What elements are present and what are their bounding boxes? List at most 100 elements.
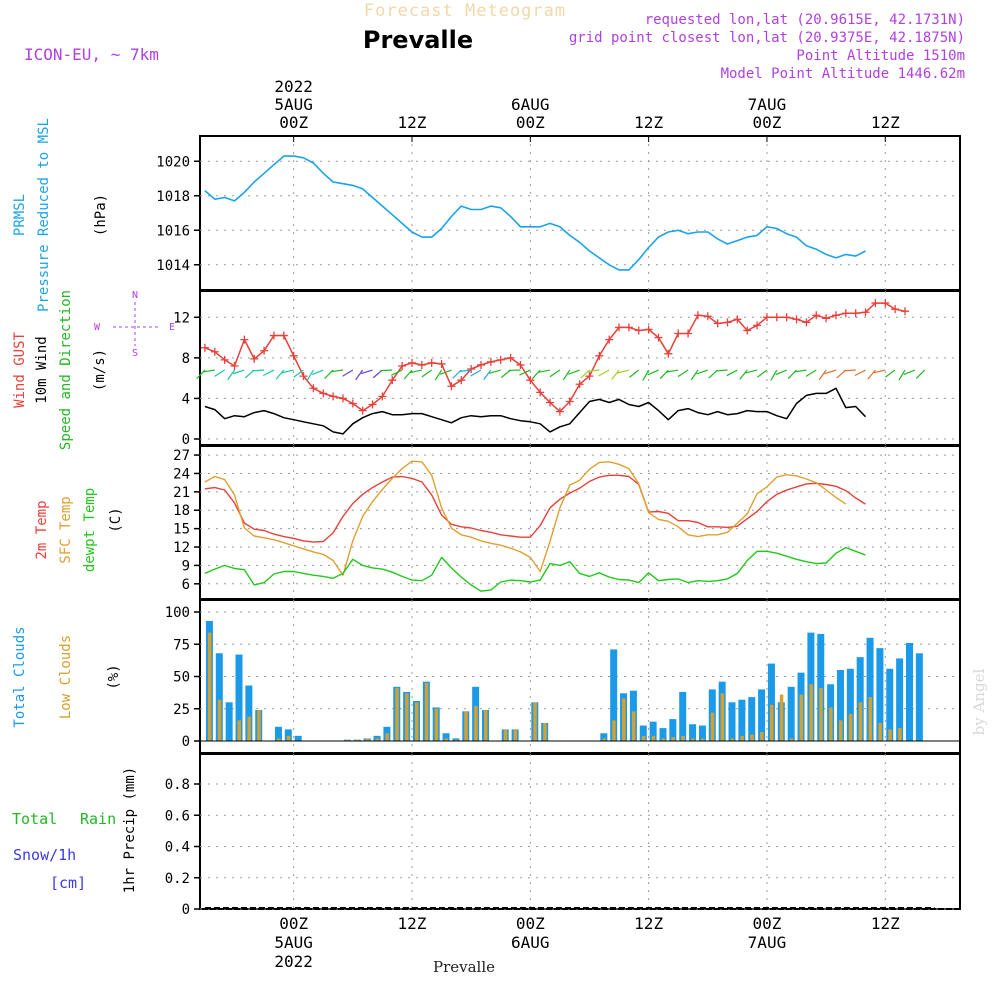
gust-marker bbox=[526, 376, 535, 385]
ytick-label: 1016 bbox=[156, 223, 190, 239]
ytick-label: 21 bbox=[173, 485, 190, 501]
low-cloud-bar bbox=[543, 722, 547, 741]
total-cloud-bar bbox=[817, 633, 825, 741]
gust-marker bbox=[871, 299, 880, 308]
direction-arrow bbox=[677, 369, 689, 378]
total-cloud-bar bbox=[294, 735, 302, 741]
total-cloud-bar bbox=[225, 702, 233, 741]
sfc-temp-label: SFC Temp bbox=[58, 496, 74, 563]
gust-marker bbox=[398, 361, 407, 370]
low-cloud-bar bbox=[671, 737, 675, 741]
watermark: by Angel bbox=[970, 668, 988, 735]
direction-arrow bbox=[715, 369, 728, 372]
cloud-labels: Total Clouds Low Clouds (%) bbox=[12, 626, 122, 727]
ytick-label: 1020 bbox=[156, 154, 190, 170]
direction-arrow bbox=[805, 369, 817, 377]
gust-marker bbox=[477, 360, 486, 369]
ytick-label: 27 bbox=[173, 448, 190, 464]
time-label-bottom: 12Z bbox=[871, 914, 900, 933]
total-cloud-bar bbox=[679, 691, 687, 741]
total-cloud-bar bbox=[846, 668, 854, 741]
time-label-bottom: 12Z bbox=[634, 914, 663, 933]
panel-frame-0 bbox=[199, 135, 961, 291]
low-cloud-bar bbox=[878, 722, 882, 741]
compass-icon: N W E S bbox=[94, 290, 175, 359]
direction-arrow bbox=[770, 369, 778, 381]
gust-marker bbox=[861, 308, 870, 317]
svg-text:W: W bbox=[94, 322, 101, 333]
low-cloud-bar bbox=[286, 735, 291, 741]
low-cloud-bar bbox=[474, 706, 478, 741]
gust-marker bbox=[437, 359, 446, 368]
low-cloud-bar bbox=[612, 720, 616, 741]
low-cloud-bar bbox=[217, 699, 222, 741]
direction-arrow bbox=[873, 369, 886, 374]
low-cloud-bar bbox=[779, 694, 784, 741]
direction-arrow bbox=[421, 369, 433, 378]
gust-marker bbox=[615, 323, 624, 332]
gust-marker bbox=[407, 358, 416, 367]
low-cloud-bar bbox=[424, 682, 429, 741]
direction-arrow bbox=[824, 369, 837, 375]
direction-arrow bbox=[306, 369, 314, 381]
total-cloud-bar bbox=[787, 686, 795, 741]
gust-marker bbox=[723, 318, 732, 327]
gust-marker bbox=[743, 326, 752, 335]
direction-arrow bbox=[696, 369, 708, 375]
direction-arrow bbox=[617, 369, 630, 374]
total-cloud-bar bbox=[728, 702, 736, 741]
direction-arrow bbox=[202, 369, 215, 373]
low-cloud-bar bbox=[247, 716, 251, 741]
direction-arrow bbox=[659, 369, 669, 380]
direction-arrow bbox=[489, 369, 501, 374]
gust-marker bbox=[496, 355, 505, 364]
gust-marker bbox=[891, 305, 900, 314]
temp-unit: (C) bbox=[108, 507, 124, 532]
gust-marker bbox=[595, 351, 604, 360]
svg-text:E: E bbox=[169, 322, 175, 333]
direction-arrow bbox=[372, 369, 383, 379]
gust-marker bbox=[634, 326, 643, 335]
wind-gust-label: Wind GUST bbox=[12, 332, 28, 408]
pressure-series bbox=[204, 155, 866, 271]
wind-series bbox=[196, 299, 926, 435]
direction-arrow bbox=[391, 369, 403, 376]
low-cloud-bar bbox=[898, 728, 902, 741]
gust-marker bbox=[733, 315, 742, 324]
pressure-labels: PRMSL Pressure Reduced to MSL (hPa) bbox=[12, 118, 109, 312]
low-cloud-bar bbox=[345, 739, 350, 741]
total-cloud-bar bbox=[245, 685, 253, 741]
total-cloud-bar bbox=[876, 648, 884, 741]
direction-arrow bbox=[214, 369, 225, 377]
wind-labels: Wind GUST 10m Wind Speed and Direction (… bbox=[12, 290, 175, 450]
footer-station: Prevalle bbox=[433, 958, 495, 976]
low-cloud-bar bbox=[257, 710, 261, 741]
gust-marker bbox=[368, 400, 377, 409]
gust-marker bbox=[841, 309, 850, 318]
gust-marker bbox=[674, 329, 683, 338]
time-label-bottom: 00Z bbox=[752, 914, 781, 933]
gust-marker bbox=[822, 314, 831, 323]
direction-arrow bbox=[531, 369, 541, 380]
low-cloud-bar bbox=[513, 729, 518, 741]
direction-arrow bbox=[666, 369, 679, 373]
gust-marker bbox=[279, 331, 288, 340]
total-cloud-bar bbox=[866, 637, 874, 741]
direction-arrow bbox=[726, 369, 738, 377]
direction-arrow bbox=[757, 369, 768, 378]
gust-marker bbox=[802, 318, 811, 327]
time-label-top: 12Z bbox=[871, 113, 900, 132]
clouds-unit: (%) bbox=[106, 664, 122, 689]
snow-label: Snow/1h bbox=[13, 846, 76, 864]
total-cloud-bar bbox=[215, 653, 223, 741]
ytick-label: 6 bbox=[182, 577, 190, 593]
direction-arrow bbox=[355, 369, 364, 381]
time-label-top: 00Z bbox=[752, 113, 781, 132]
low-cloud-bar bbox=[799, 694, 804, 741]
time-label-bottom: 6AUG bbox=[511, 933, 550, 952]
direction-arrow bbox=[275, 369, 285, 380]
total-cloud-bar bbox=[758, 689, 766, 741]
panel-frames bbox=[199, 135, 961, 910]
total-cloud-bar bbox=[896, 658, 904, 741]
